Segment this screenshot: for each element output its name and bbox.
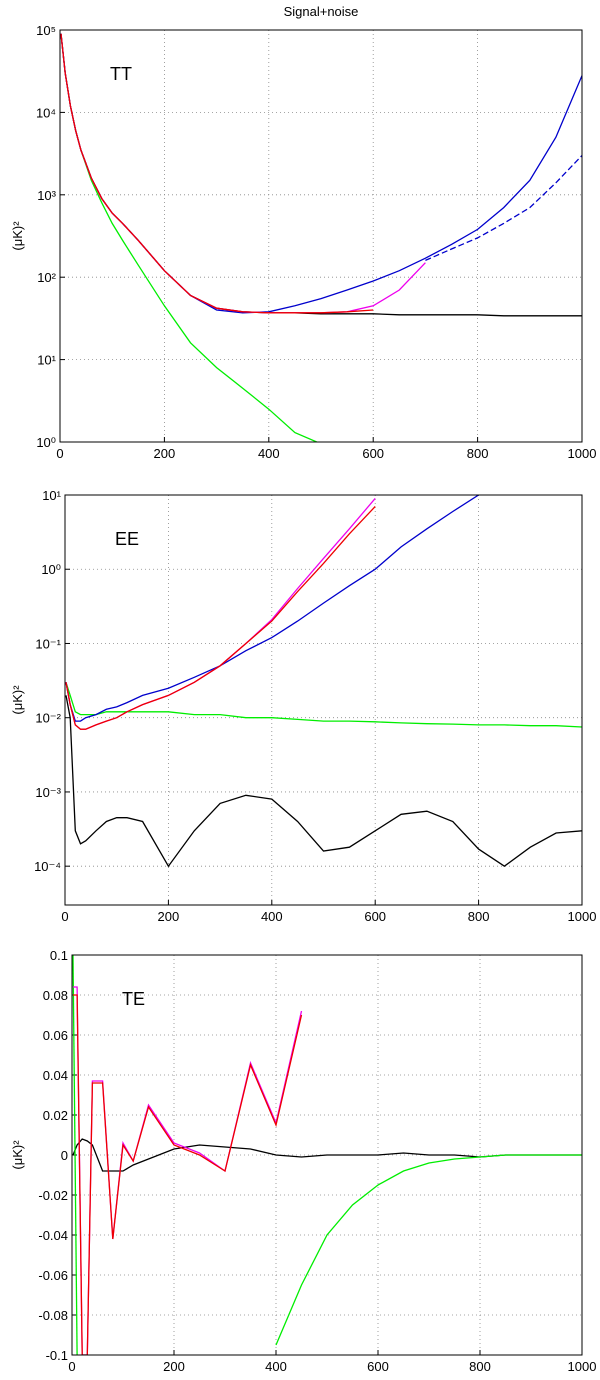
y-tick-label: 0.08 xyxy=(43,988,68,1003)
y-axis-label: (μK)² xyxy=(10,1140,25,1170)
y-tick-label: 10¹ xyxy=(42,488,61,503)
series-line xyxy=(72,955,78,1355)
series-line xyxy=(275,1154,582,1346)
x-tick-label: 800 xyxy=(468,909,490,924)
series-line xyxy=(425,155,582,261)
x-tick-label: 600 xyxy=(362,446,384,461)
x-tick-label: 1000 xyxy=(568,1359,597,1374)
x-tick-label: 600 xyxy=(367,1359,389,1374)
panel-label: EE xyxy=(115,529,139,549)
plot-frame xyxy=(71,954,583,1356)
y-tick-label: 10⁴ xyxy=(36,105,56,120)
x-tick-label: 200 xyxy=(163,1359,185,1374)
y-tick-label: 10⁰ xyxy=(41,562,61,577)
y-tick-label: -0.08 xyxy=(38,1308,68,1323)
plot-frame xyxy=(59,29,583,443)
x-tick-label: 400 xyxy=(261,909,283,924)
series-line xyxy=(60,33,319,442)
y-tick-label: 0 xyxy=(61,1148,68,1163)
series-line xyxy=(65,495,479,722)
y-axis-label: (μK)² xyxy=(10,221,25,251)
y-tick-label: 10⁻² xyxy=(35,711,61,726)
series-line xyxy=(60,33,582,314)
y-tick-label: 10³ xyxy=(37,188,56,203)
x-tick-label: 800 xyxy=(469,1359,491,1374)
x-tick-label: 200 xyxy=(158,909,180,924)
x-tick-label: 0 xyxy=(56,446,63,461)
y-tick-label: 10⁻³ xyxy=(35,785,61,800)
series-line xyxy=(65,695,582,868)
plot xyxy=(72,955,582,1355)
y-tick-label: 0.04 xyxy=(43,1068,68,1083)
x-tick-label: 600 xyxy=(364,909,386,924)
y-tick-label: 10² xyxy=(37,270,56,285)
series-line xyxy=(72,1138,582,1172)
y-tick-label: -0.02 xyxy=(38,1188,68,1203)
y-tick-label: 0.02 xyxy=(43,1108,68,1123)
plot xyxy=(65,495,582,868)
y-tick-label: -0.04 xyxy=(38,1228,68,1243)
y-tick-label: 10⁵ xyxy=(36,23,56,38)
series-line xyxy=(65,506,376,730)
plot xyxy=(60,33,582,442)
x-tick-label: 0 xyxy=(61,909,68,924)
series-line xyxy=(60,33,582,317)
x-tick-label: 200 xyxy=(154,446,176,461)
x-tick-label: 400 xyxy=(258,446,280,461)
y-tick-label: 10⁻⁴ xyxy=(34,859,61,874)
x-tick-label: 1000 xyxy=(568,446,597,461)
y-tick-label: 10⁰ xyxy=(36,435,56,450)
y-axis-label: (μK)² xyxy=(10,685,25,715)
x-tick-label: 800 xyxy=(467,446,489,461)
y-tick-label: 0.06 xyxy=(43,1028,68,1043)
y-tick-label: -0.06 xyxy=(38,1268,68,1283)
panel-label: TT xyxy=(110,64,132,84)
series-line xyxy=(60,33,374,314)
y-tick-label: 0.1 xyxy=(50,948,68,963)
x-tick-label: 0 xyxy=(68,1359,75,1374)
plot-frame xyxy=(64,494,583,906)
x-tick-label: 1000 xyxy=(568,909,597,924)
series-line xyxy=(65,682,582,728)
panel-label: TE xyxy=(122,989,145,1009)
series-line xyxy=(65,497,376,730)
y-tick-label: 10¹ xyxy=(37,353,56,368)
y-tick-label: 10⁻¹ xyxy=(35,636,61,651)
chart-title: Signal+noise xyxy=(284,4,359,19)
y-tick-label: -0.1 xyxy=(46,1348,68,1363)
series-line xyxy=(73,994,303,1355)
x-tick-label: 400 xyxy=(265,1359,287,1374)
